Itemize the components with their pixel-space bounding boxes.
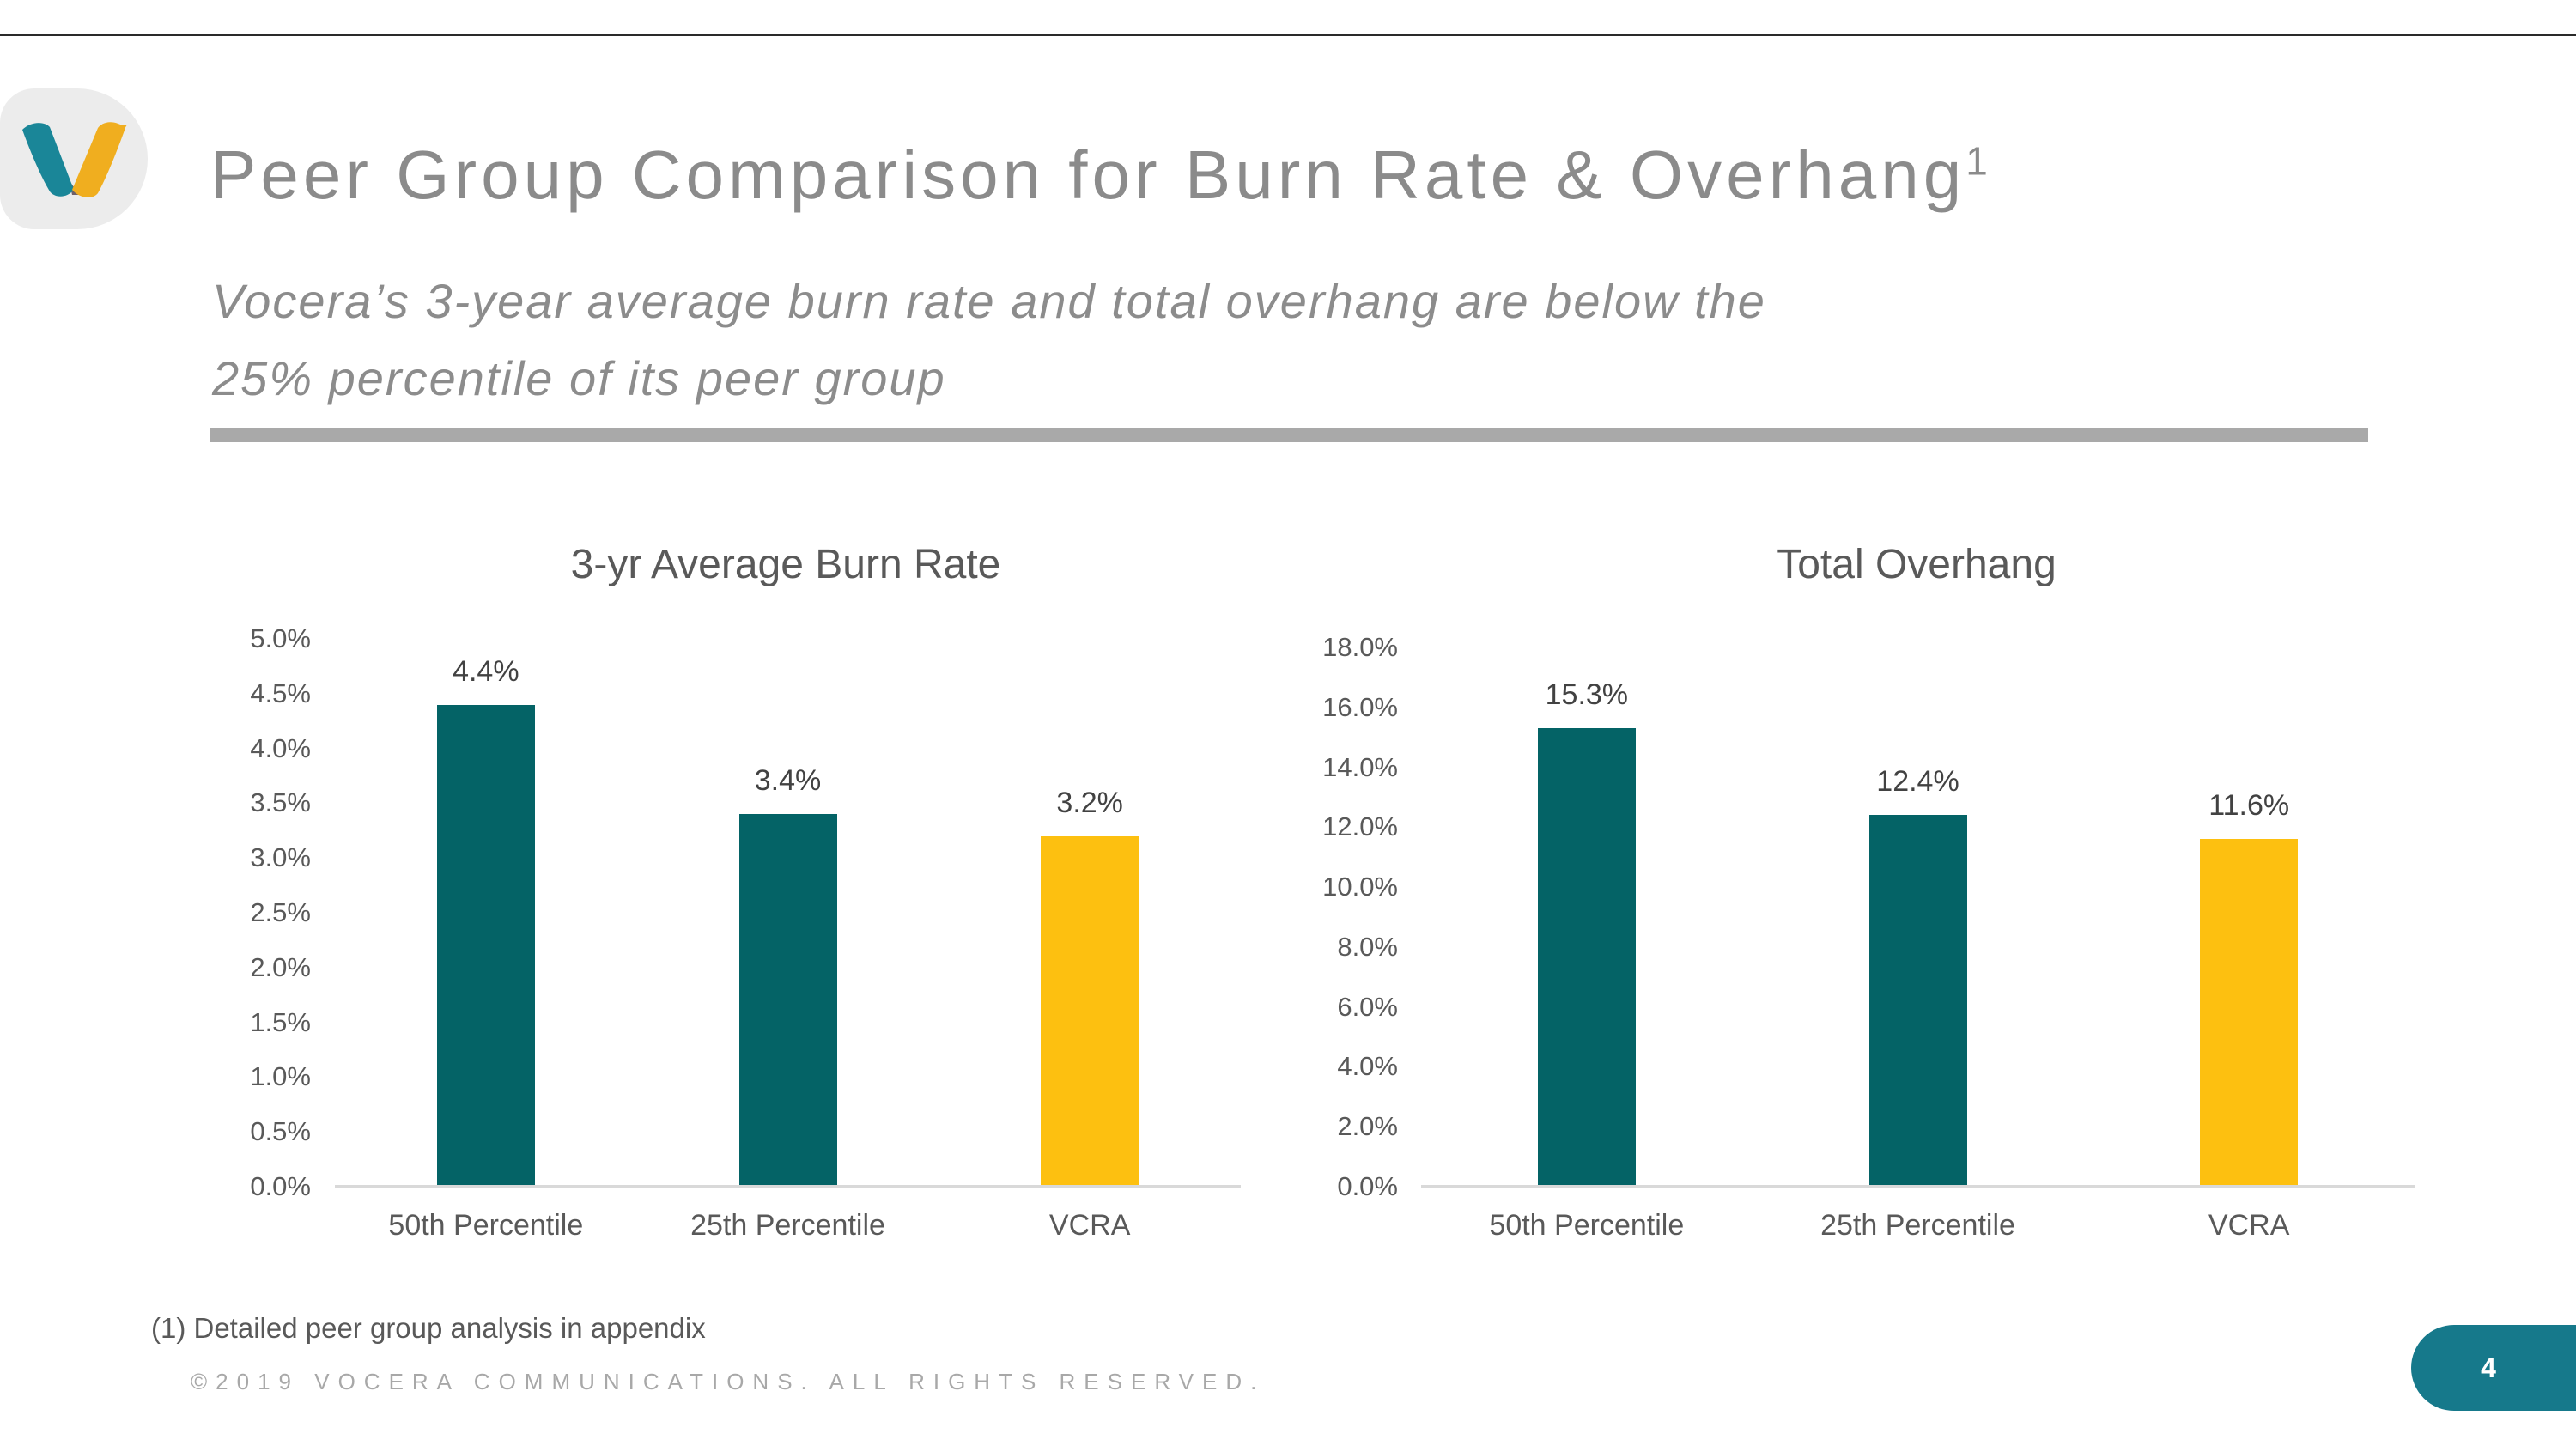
y-axis-tick-label: 0.0% [250, 1171, 311, 1201]
x-category-label: VCRA [2208, 1209, 2290, 1242]
bar-25th-percentile [1868, 815, 1967, 1185]
title-footnote-marker: 1 [1965, 138, 1992, 184]
bar-50th-percentile [436, 704, 535, 1185]
bar-value-label: 4.4% [453, 654, 519, 688]
y-axis-tick-label: 2.5% [250, 897, 311, 927]
y-axis-tick-label: 4.5% [250, 677, 311, 708]
x-axis-baseline [1421, 1185, 2415, 1188]
y-axis-tick-label: 4.0% [1337, 1051, 1398, 1082]
y-axis-tick-label: 14.0% [1322, 751, 1398, 782]
y-axis-tick-label: 2.0% [250, 951, 311, 982]
page-title: Peer Group Comparison for Burn Rate & Ov… [210, 136, 2529, 215]
x-category-label: 50th Percentile [388, 1209, 584, 1242]
y-axis-tick-label: 2.0% [1337, 1111, 1398, 1142]
x-category-label: 25th Percentile [690, 1209, 885, 1242]
page-number: 4 [2481, 1352, 2496, 1383]
bar-value-label: 3.4% [754, 764, 822, 798]
y-axis-tick-label: 10.0% [1322, 872, 1398, 902]
y-axis-tick-label: 6.0% [1337, 991, 1398, 1022]
x-category-label: 50th Percentile [1489, 1209, 1685, 1242]
vocera-v-logo [0, 88, 148, 229]
bar-25th-percentile [738, 814, 837, 1185]
subtitle-line-1: Vocera’s 3-year average burn rate and to… [212, 274, 1766, 328]
y-axis-tick-label: 0.0% [1337, 1171, 1398, 1201]
y-axis-tick-label: 8.0% [1337, 931, 1398, 962]
y-axis-tick-label: 4.0% [250, 732, 311, 763]
y-axis-tick-label: 18.0% [1322, 632, 1398, 662]
subtitle-line-2: 25% percentile of its peer group [212, 351, 946, 405]
bar-vcra [1041, 835, 1139, 1185]
x-axis-baseline [335, 1185, 1241, 1188]
y-axis-tick-label: 12.0% [1322, 811, 1398, 842]
bar-value-label: 12.4% [1876, 765, 1959, 799]
bar-value-label: 3.2% [1056, 786, 1123, 819]
bar-value-label: 15.3% [1545, 678, 1629, 712]
x-category-label: 25th Percentile [1820, 1209, 2015, 1242]
y-axis-tick-label: 0.5% [250, 1116, 311, 1147]
page-title-text: Peer Group Comparison for Burn Rate & Ov… [210, 137, 1966, 213]
x-category-label: VCRA [1048, 1209, 1131, 1242]
bar-50th-percentile [1537, 728, 1636, 1185]
chart-title: Total Overhang [1777, 542, 2057, 587]
footnote: (1) Detailed peer group analysis in appe… [151, 1312, 706, 1344]
copyright-text: ©2019 VOCERA COMMUNICATIONS. ALL RIGHTS … [191, 1369, 1266, 1394]
y-axis-tick-label: 1.5% [250, 1006, 311, 1037]
y-axis-tick-label: 3.0% [250, 842, 311, 873]
vocera-v-icon [22, 122, 127, 197]
slide-top-border [0, 34, 2576, 36]
y-axis-tick-label: 3.5% [250, 787, 311, 818]
page-number-badge: 4 [2411, 1325, 2576, 1411]
bar-value-label: 11.6% [2208, 789, 2290, 823]
y-axis-tick-label: 16.0% [1322, 691, 1398, 722]
chart-title: 3-yr Average Burn Rate [570, 542, 1001, 587]
bar-vcra [2200, 839, 2299, 1185]
header-divider-bar [210, 428, 2368, 442]
y-axis-tick-label: 1.0% [250, 1061, 311, 1092]
y-axis-tick-label: 5.0% [250, 623, 311, 653]
